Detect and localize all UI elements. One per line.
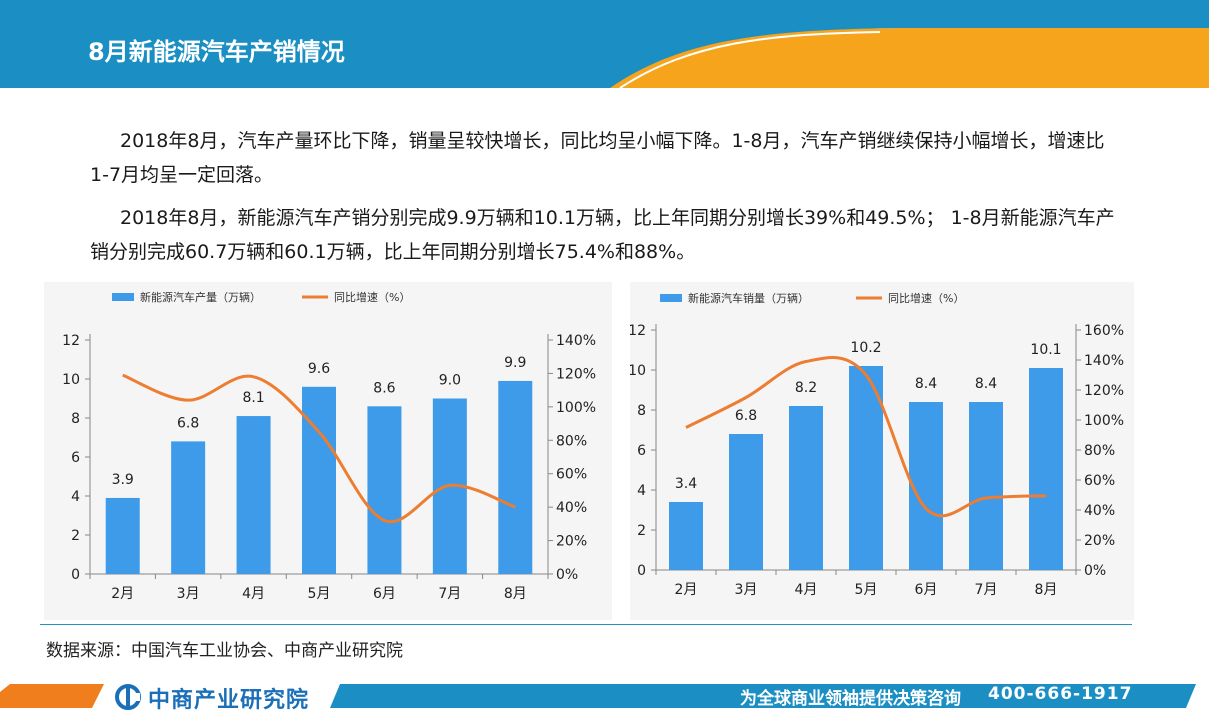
bar: [789, 406, 823, 570]
bar: [969, 402, 1003, 570]
left-tick-label: 8: [637, 403, 646, 419]
bar-data-label: 3.9: [112, 472, 134, 488]
footer-background: [0, 684, 1196, 708]
x-tick-label: 2月: [111, 586, 134, 602]
footer-slogan: 为全球商业领袖提供决策咨询: [740, 689, 961, 709]
x-tick-label: 6月: [373, 586, 396, 602]
left-tick-label: 8: [71, 411, 80, 427]
x-tick-label: 5月: [308, 586, 331, 602]
right-tick-label: 60%: [1084, 473, 1115, 489]
left-tick-label: 4: [71, 489, 80, 505]
x-tick-label: 7月: [438, 586, 461, 602]
x-tick-label: 3月: [735, 582, 758, 598]
source-divider: [40, 624, 1132, 625]
bar: [669, 502, 703, 570]
bar: [729, 434, 763, 570]
production-chart-panel: 新能源汽车产量（万辆） 同比增速（%） 0 2 4 6 8 10 12 0% 20% 40% 60% 80…: [44, 282, 612, 620]
x-tick-label: 8月: [504, 586, 527, 602]
right-tick-label: 60%: [556, 467, 587, 483]
bar: [849, 366, 883, 570]
right-tick-label: 100%: [556, 400, 596, 416]
bar: [105, 497, 140, 574]
right-tick-label: 40%: [1084, 503, 1115, 519]
bar-data-label: 6.8: [177, 415, 199, 431]
x-tick-label: 5月: [855, 582, 878, 598]
right-tick-label: 100%: [1084, 413, 1124, 429]
bar-data-label: 9.0: [439, 373, 461, 389]
legend-bar-swatch: [660, 294, 682, 302]
left-tick-label: 12: [630, 323, 646, 339]
header-background: [0, 0, 1209, 88]
legend-bar-label: 新能源汽车产量（万辆）: [140, 290, 261, 304]
right-tick-label: 120%: [1084, 383, 1124, 399]
right-tick-label: 80%: [1084, 443, 1115, 459]
bar: [367, 406, 402, 574]
left-tick-label: 6: [71, 450, 80, 466]
bar: [1029, 368, 1063, 570]
right-tick-label: 140%: [556, 333, 596, 349]
footer-bar: [0, 680, 1209, 718]
sales-chart-panel: 新能源汽车销量（万辆） 同比增速（%） 0 2 4 6 8 10 12 0% 20% 40% 60% 80…: [630, 282, 1134, 620]
bar-data-label: 3.4: [675, 476, 697, 492]
header-banner: [0, 0, 1209, 88]
left-tick-label: 10: [630, 363, 646, 379]
right-tick-label: 0%: [1084, 563, 1106, 579]
bar: [498, 380, 533, 574]
bar: [171, 441, 206, 574]
bar-data-label: 8.4: [915, 376, 937, 392]
left-tick-label: 0: [71, 567, 80, 583]
left-tick-label: 4: [637, 483, 646, 499]
right-tick-label: 40%: [556, 500, 587, 516]
bar-data-label: 8.1: [242, 390, 264, 406]
x-tick-label: 6月: [915, 582, 938, 598]
bar-data-label: 8.2: [795, 380, 817, 396]
right-tick-label: 80%: [556, 433, 587, 449]
paragraph-2: 2018年8月，新能源汽车产销分别完成9.9万辆和10.1万辆，比上年同期分别增…: [90, 201, 1120, 269]
data-source: 数据来源：中国汽车工业协会、中商产业研究院: [46, 641, 403, 661]
left-tick-label: 6: [637, 443, 646, 459]
right-tick-label: 20%: [556, 534, 587, 550]
paragraph-2-text: 2018年8月，新能源汽车产销分别完成9.9万辆和10.1万辆，比上年同期分别增…: [90, 207, 1115, 263]
left-tick-label: 2: [71, 528, 80, 544]
right-tick-label: 20%: [1084, 533, 1115, 549]
right-tick-label: 120%: [556, 366, 596, 382]
right-tick-label: 140%: [1084, 353, 1124, 369]
bar-data-label: 8.6: [373, 380, 395, 396]
bar: [909, 402, 943, 570]
sales-chart: 新能源汽车销量（万辆） 同比增速（%）0246810120%20%40%60%80…: [630, 291, 1124, 598]
x-tick-label: 7月: [975, 582, 998, 598]
left-tick-label: 12: [62, 333, 80, 349]
right-tick-label: 160%: [1084, 323, 1124, 339]
x-tick-label: 4月: [242, 586, 265, 602]
legend-line-label: 同比增速（%）: [334, 290, 410, 304]
left-tick-label: 0: [637, 563, 646, 579]
logo-text: 中商产业研究院: [148, 688, 310, 713]
x-tick-label: 2月: [675, 582, 698, 598]
bar-data-label: 8.4: [975, 376, 997, 392]
bar-data-label: 6.8: [735, 408, 757, 424]
bar: [302, 386, 336, 574]
bar: [236, 416, 271, 574]
bar-data-label: 9.6: [308, 361, 330, 377]
x-tick-label: 8月: [1035, 582, 1058, 598]
x-tick-label: 4月: [795, 582, 818, 598]
legend-bar-swatch: [112, 293, 134, 301]
slide-title: 8月新能源汽车产销情况: [88, 38, 345, 66]
right-tick-label: 0%: [556, 567, 578, 583]
left-tick-label: 10: [62, 372, 80, 388]
legend-line-label: 同比增速（%）: [888, 291, 964, 305]
footer-phone: 400-666-1917: [988, 684, 1133, 704]
paragraph-1-text: 2018年8月，汽车产量环比下降，销量呈较快增长，同比均呈小幅下降。1-8月，汽…: [90, 130, 1105, 186]
paragraph-1: 2018年8月，汽车产量环比下降，销量呈较快增长，同比均呈小幅下降。1-8月，汽…: [90, 124, 1120, 192]
bar-data-label: 10.1: [1030, 342, 1061, 358]
x-tick-label: 3月: [177, 586, 200, 602]
bar-data-label: 9.9: [504, 355, 526, 371]
bar-data-label: 10.2: [850, 340, 881, 356]
left-tick-label: 2: [637, 523, 646, 539]
production-chart: 新能源汽车产量（万辆） 同比增速（%）0246810120%20%40%60%80…: [62, 290, 596, 602]
logo-icon: [115, 684, 141, 710]
legend-bar-label: 新能源汽车销量（万辆）: [688, 291, 809, 305]
